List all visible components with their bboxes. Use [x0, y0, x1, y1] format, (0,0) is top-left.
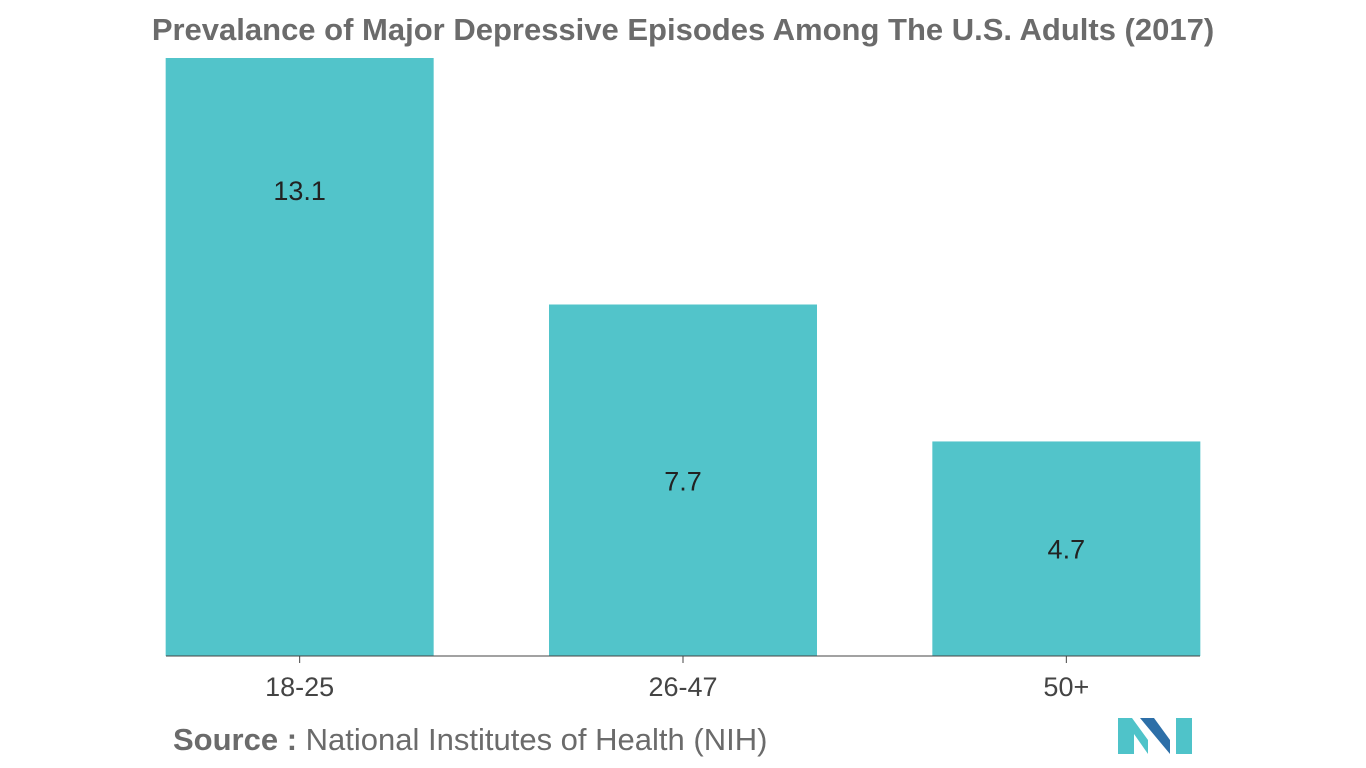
bar-18-25: [165, 58, 434, 656]
source-label: Source :: [173, 722, 298, 757]
company-logo-icon: [1118, 718, 1192, 754]
data-label-26-47: 7.7: [664, 466, 702, 496]
x-tick-label-18-25: 18-25: [265, 672, 334, 702]
source-note: Source : National Institutes of Health (…: [173, 722, 767, 758]
bar-50+: [932, 441, 1201, 656]
bar-26-47: [549, 304, 817, 656]
logo-right-bar: [1176, 718, 1192, 754]
source-text: National Institutes of Health (NIH): [305, 722, 768, 757]
data-label-50+: 4.7: [1048, 535, 1086, 565]
chart-title: Prevalance of Major Depressive Episodes …: [151, 12, 1215, 47]
data-label-18-25: 13.1: [273, 176, 326, 206]
x-tick-label-50+: 50+: [1043, 672, 1089, 702]
x-tick-label-26-47: 26-47: [648, 672, 717, 702]
logo-left-shape: [1118, 718, 1148, 754]
logo-middle-shape: [1140, 718, 1170, 754]
